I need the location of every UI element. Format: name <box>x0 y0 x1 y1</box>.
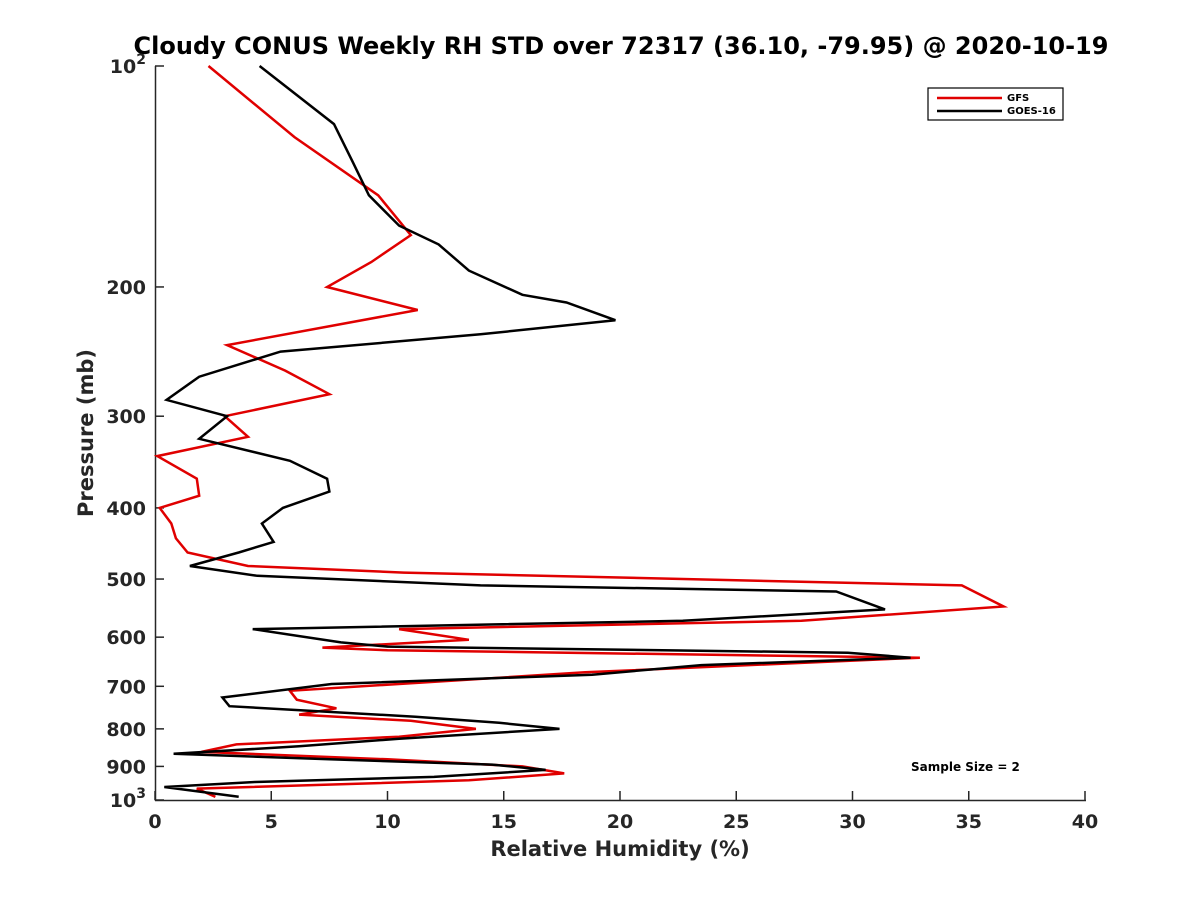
y-ticks: 102 200 300 400 500 600 700 800 900 103 <box>106 52 164 812</box>
legend-box <box>927 87 1064 121</box>
x-tick-label: 35 <box>956 811 982 833</box>
y-tick-label: 500 <box>106 569 146 591</box>
x-tick-label: 10 <box>374 811 400 833</box>
y-tick-label: 700 <box>106 676 146 698</box>
y-tick-label: 600 <box>106 627 146 649</box>
legend-label-gfs: GFS <box>1007 93 1029 104</box>
y-tick-label: 400 <box>106 498 146 520</box>
x-tick-label: 25 <box>723 811 749 833</box>
x-tick-label: 0 <box>148 811 161 833</box>
x-ticks: 0 5 10 15 20 25 30 35 40 <box>148 791 1098 833</box>
plot-area <box>154 66 1086 802</box>
series-layer <box>153 65 1009 799</box>
series-line-goes16 <box>163 65 911 799</box>
series-line-gfs <box>153 65 1009 798</box>
x-tick-label: 30 <box>839 811 865 833</box>
x-axis-label: Relative Humidity (%) <box>490 837 749 861</box>
y-tick-label: 300 <box>106 406 146 428</box>
sample-size-annotation: Sample Size = 2 <box>911 760 1020 774</box>
x-tick-label: 5 <box>265 811 278 833</box>
y-tick-label: 103 <box>110 786 146 812</box>
legend: GFS GOES-16 <box>927 87 1064 121</box>
x-tick-label: 20 <box>607 811 633 833</box>
chart-title: Cloudy CONUS Weekly RH STD over 72317 (3… <box>134 32 1109 60</box>
x-tick-label: 40 <box>1072 811 1098 833</box>
legend-label-goes16: GOES-16 <box>1007 106 1056 117</box>
y-tick-label: 800 <box>106 719 146 741</box>
y-tick-label: 900 <box>106 756 146 778</box>
y-axis-label: Pressure (mb) <box>74 349 98 517</box>
y-tick-label: 102 <box>110 52 146 78</box>
y-tick-label: 200 <box>106 277 146 299</box>
x-tick-label: 15 <box>491 811 517 833</box>
